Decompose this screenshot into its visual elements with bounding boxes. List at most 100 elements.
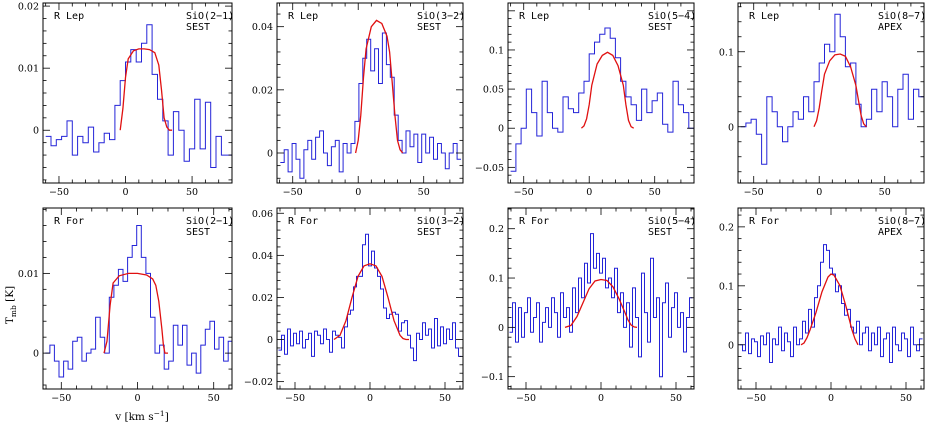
x-tick-label: −50 (516, 393, 536, 404)
y-tick-label: 0.01 (18, 269, 39, 280)
telescope-label: SEST (648, 22, 672, 33)
y-tick-label: −0.1 (481, 372, 504, 383)
y-tick-label: 0.1 (719, 47, 734, 58)
telescope-label: SEST (417, 22, 441, 33)
telescope-label: SEST (186, 22, 210, 33)
x-tick-label: −50 (746, 393, 766, 404)
observed-spectrum (740, 13, 924, 165)
x-tick-label: −50 (514, 187, 534, 198)
star-name-label: R Lep (519, 11, 549, 22)
x-axis-close: ] (165, 411, 169, 423)
y-axis-subscript: mb (9, 305, 18, 317)
star-name-label: R For (288, 216, 318, 227)
y-tick-label: 0 (728, 122, 734, 133)
y-tick-label: 0.02 (252, 293, 273, 304)
x-tick-label: 50 (186, 187, 198, 198)
observed-spectrum (509, 233, 693, 378)
x-tick-label: 0 (367, 393, 373, 404)
x-axis-exponent: −1 (154, 409, 165, 418)
chart-panel-3: −50 0 50 −0.05 0 0.05 0.1 R Lep SiO(5−4)SEST (475, 2, 696, 198)
x-tick-label: 0 (122, 187, 128, 198)
transition-label: SiO(8−7) (878, 216, 926, 227)
y-tick-label: 0.05 (483, 85, 504, 96)
x-tick-label: 0 (134, 393, 140, 404)
y-axis-symbol: T (4, 317, 16, 324)
star-name-label: R For (749, 216, 779, 227)
transition-label: SiO(2−1) (186, 11, 234, 22)
plot-area (740, 13, 924, 165)
telescope-label: SEST (186, 227, 210, 238)
model-fit-curve (103, 272, 168, 354)
y-tick-label: 0.02 (252, 85, 273, 96)
plot-frame (276, 2, 464, 184)
y-axis-title: Tmb [K] (4, 286, 18, 324)
plot-area (45, 24, 232, 168)
x-tick-label: 0 (816, 187, 822, 198)
x-tick-label: 50 (900, 393, 912, 404)
x-tick-label: 0 (355, 187, 361, 198)
y-tick-label: 0 (498, 124, 504, 135)
observed-spectrum (278, 233, 462, 362)
model-fit-curve (813, 53, 867, 128)
x-tick-label: 50 (208, 393, 220, 404)
plot-area (509, 233, 693, 378)
chart-panel-6: −50 0 50 −0.02 0 0.02 0.04 0.06 R For SiO(3−2)SES… (244, 207, 465, 404)
x-tick-label: 0 (598, 393, 604, 404)
model-fit-curve (800, 273, 859, 346)
x-tick-label: −50 (51, 393, 71, 404)
telescope-label: APEX (878, 22, 902, 33)
chart-panel-4: −50 0 50 0 0.1 R Lep SiO(8−7)APEX (719, 2, 926, 198)
y-tick-label: 0.1 (489, 274, 504, 285)
star-name-label: R Lep (54, 11, 84, 22)
model-fit-curve (580, 51, 635, 129)
telescope-label: APEX (878, 227, 902, 238)
x-axis-label: v [km s (114, 411, 153, 423)
x-tick-label: −50 (283, 187, 303, 198)
transition-label: SiO(3−2) (417, 216, 465, 227)
plot-area (739, 244, 923, 363)
y-tick-label: 0 (498, 323, 504, 334)
y-tick-label: −0.05 (475, 163, 504, 174)
y-tick-label: −0.02 (244, 377, 273, 388)
model-fit-curve (333, 263, 409, 341)
observed-spectrum (45, 225, 232, 378)
svg-text:v [km s−1]: v [km s−1] (114, 409, 169, 423)
model-fit-curve (354, 19, 404, 154)
model-fit-curve (119, 48, 173, 131)
star-name-label: R For (54, 216, 84, 227)
chart-panel-1: −50 0 50 0 0.01 0.02 R Lep SiO(2−1)SEST (18, 2, 234, 198)
transition-label: SiO(5−4) (648, 11, 696, 22)
y-tick-label: 0.1 (489, 45, 504, 56)
plot-area (510, 27, 694, 172)
x-tick-label: 0 (586, 187, 592, 198)
star-name-label: R For (519, 216, 549, 227)
plot-frame (507, 2, 695, 184)
y-tick-label: 0.04 (252, 251, 273, 262)
y-tick-label: 0.01 (18, 64, 39, 75)
y-tick-label: 0 (33, 126, 39, 137)
plot-area (280, 19, 461, 179)
chart-panel-7: −50 0 50 −0.1 0 0.1 0.2 R For SiO(5−4)SEST (481, 207, 696, 404)
observed-spectrum (280, 32, 461, 179)
y-tick-label: 0 (33, 349, 39, 360)
y-tick-label: 0 (267, 149, 273, 160)
x-tick-label: −50 (285, 393, 305, 404)
chart-panel-8: −50 0 50 0 0.1 0.2 R For SiO(8−7)APEX (719, 207, 926, 404)
y-axis-unit-text: [K] (4, 286, 16, 302)
chart-panel-2: −50 0 50 0 0.02 0.04 R Lep SiO(3−2)SEST (252, 2, 465, 198)
y-tick-label: 0.2 (489, 224, 504, 235)
model-fit-curve (564, 278, 638, 329)
x-tick-label: 50 (879, 187, 891, 198)
observed-spectrum (510, 27, 694, 172)
observed-spectrum (45, 24, 232, 168)
telescope-label: SEST (417, 227, 441, 238)
y-tick-label: 0.2 (719, 222, 734, 233)
transition-label: SiO(3−2) (417, 11, 465, 22)
x-tick-label: 50 (670, 393, 682, 404)
y-tick-label: 0.02 (18, 2, 39, 13)
x-axis-title: v [km s−1] (114, 409, 169, 423)
y-tick-label: 0.06 (252, 209, 273, 220)
observed-spectrum (739, 244, 923, 363)
star-name-label: R Lep (288, 11, 318, 22)
